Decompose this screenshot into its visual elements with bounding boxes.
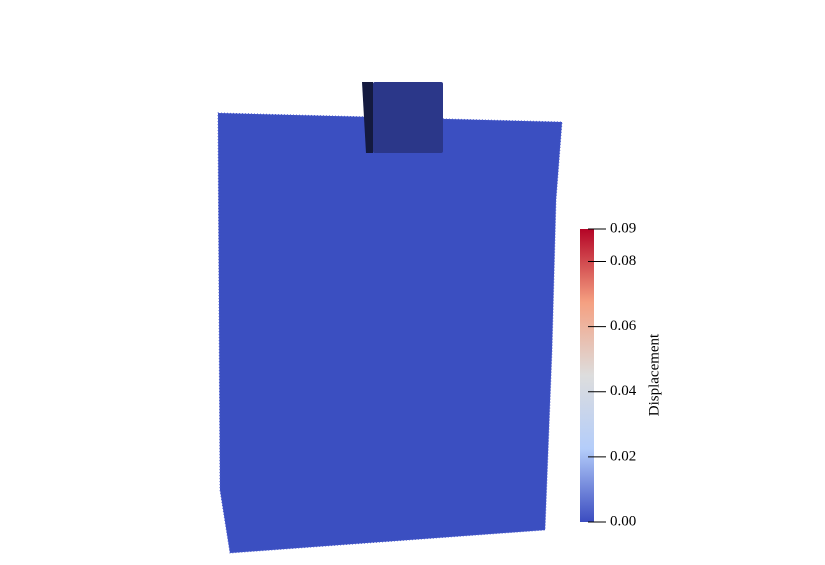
tick-label: 0.04 (610, 383, 637, 399)
tick-label: 0.08 (610, 253, 636, 269)
block-side (362, 82, 373, 153)
block-front (373, 82, 443, 153)
tick-label: 0.02 (610, 448, 636, 464)
mesh-body (217, 112, 563, 554)
colorbar (580, 229, 594, 522)
tick-label: 0.00 (610, 513, 636, 529)
colorbar-title: Displacement (646, 333, 662, 416)
tick-label: 0.09 (610, 220, 636, 236)
tick-label: 0.06 (610, 318, 637, 334)
